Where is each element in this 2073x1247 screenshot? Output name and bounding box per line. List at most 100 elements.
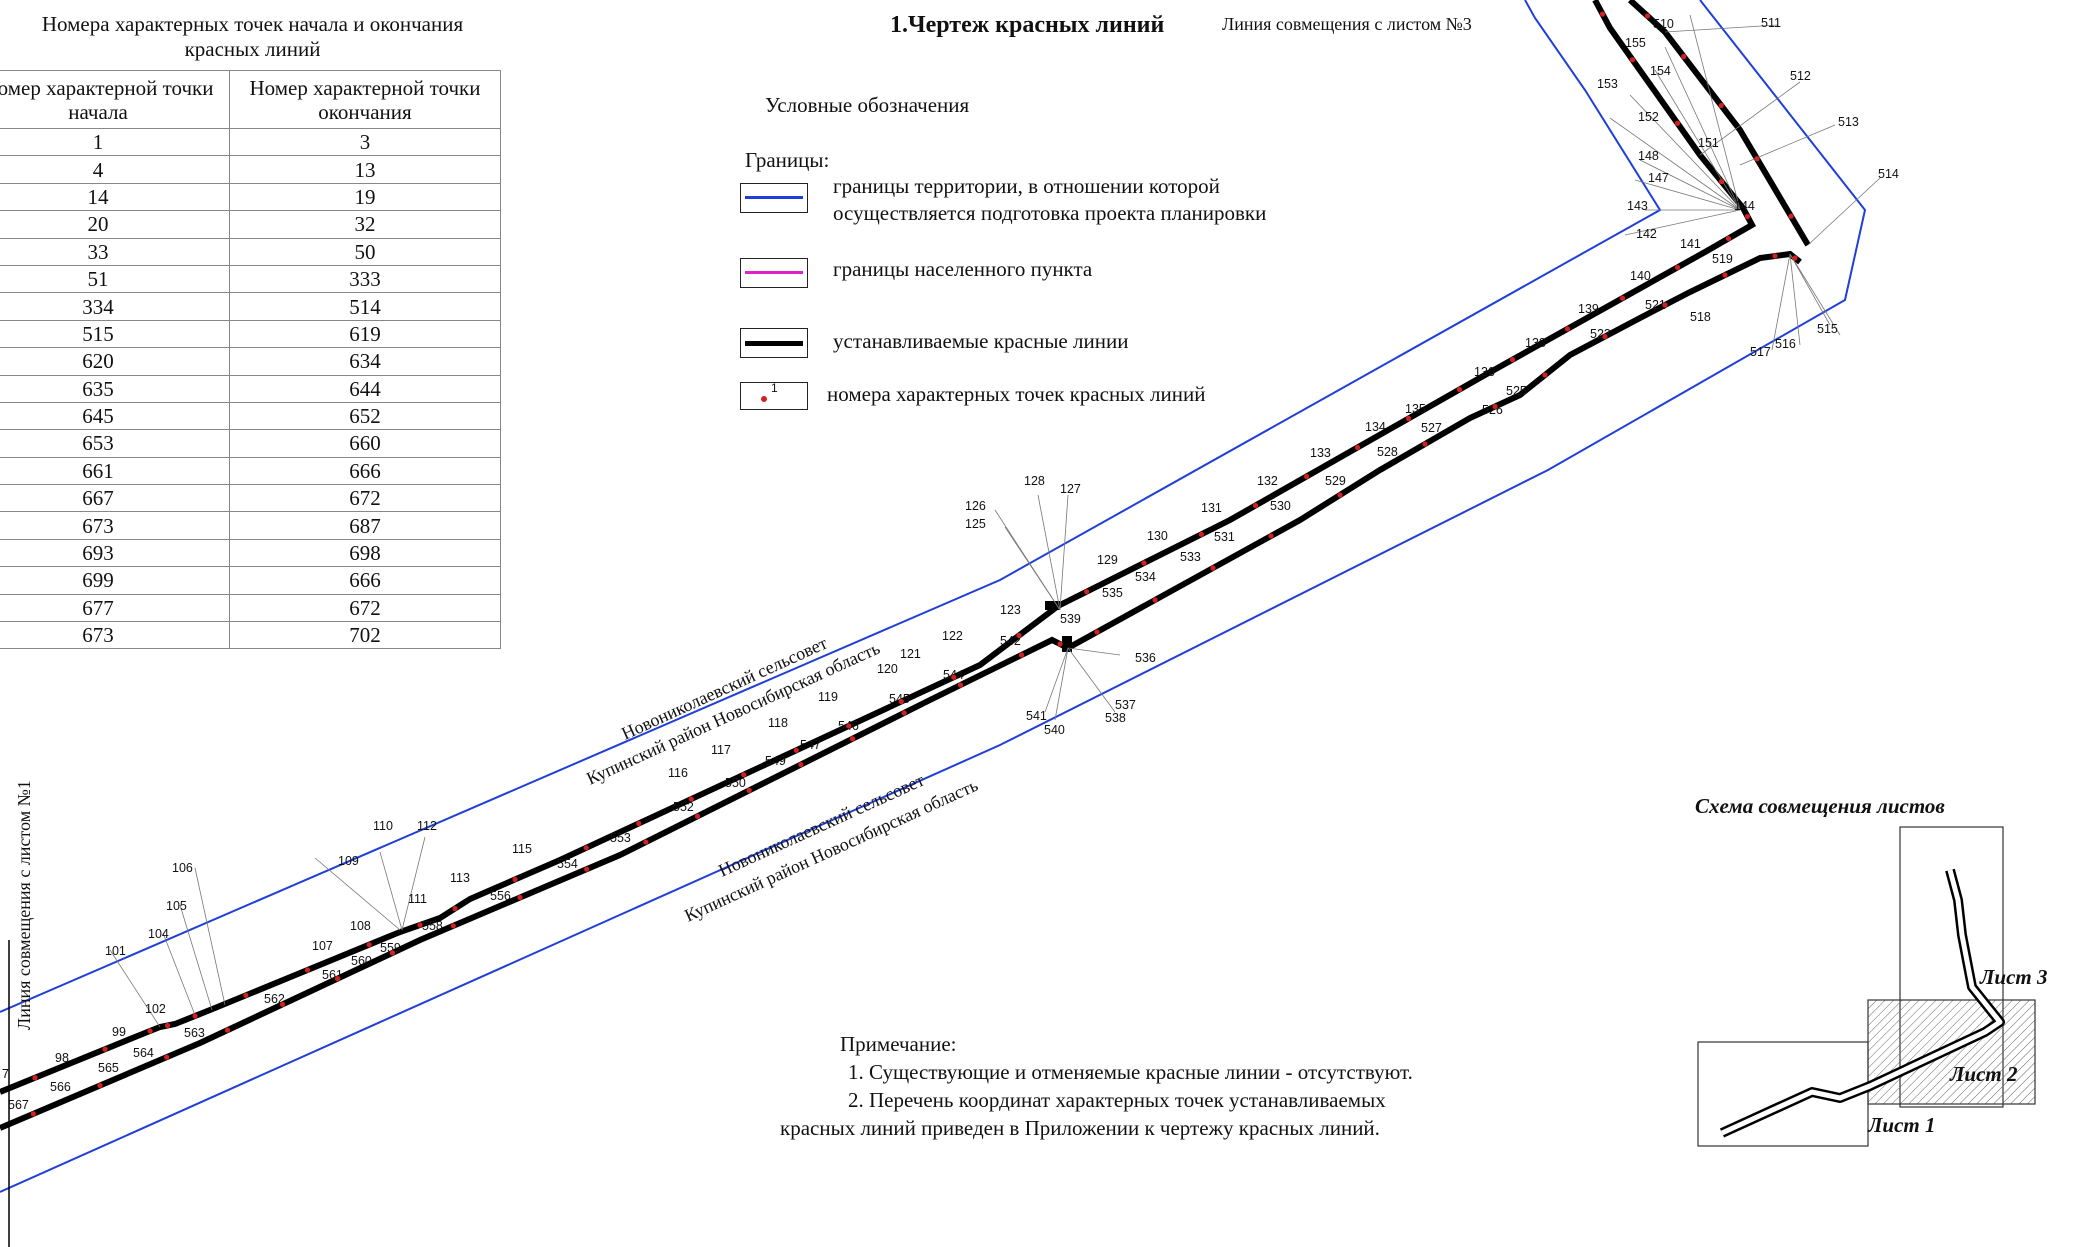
- point-label: 521: [1645, 298, 1666, 312]
- point-marker: [901, 710, 907, 716]
- point-marker: [164, 1054, 170, 1060]
- point-marker: [1542, 372, 1548, 378]
- note-line3: красных линий приведен в Приложении к че…: [780, 1116, 1380, 1140]
- join-line-top-label: Линия совмещения с листом №3: [1222, 14, 1472, 34]
- cell-start: 699: [0, 566, 230, 595]
- point-label: 539: [1060, 612, 1081, 626]
- col-header-end: Номер характерной точки окончания: [229, 70, 501, 129]
- point-label: 550: [725, 776, 746, 790]
- point-marker: [450, 923, 456, 929]
- cell-end: 13: [229, 155, 501, 184]
- point-label: 540: [1044, 723, 1065, 737]
- red-line-notch-lower: [1062, 636, 1072, 652]
- point-label: 112: [417, 819, 437, 833]
- point-label: 102: [145, 1002, 166, 1016]
- table-row: 33 50: [0, 237, 501, 266]
- point-marker-icon: [761, 396, 767, 402]
- cell-start: 645: [0, 401, 230, 431]
- legend-text-settlement: границы населенного пункта: [833, 257, 1093, 281]
- point-marker: [517, 894, 523, 901]
- cell-start: 661: [0, 456, 230, 486]
- cell-start: 653: [0, 429, 230, 458]
- point-marker: [636, 820, 642, 827]
- point-label: 134: [1365, 420, 1386, 434]
- point-label: 140: [1630, 269, 1651, 283]
- point-label: 542: [1000, 634, 1021, 648]
- point-label: 108: [350, 919, 371, 933]
- point-label: 141: [1680, 237, 1701, 251]
- note-title: Примечание:: [840, 1032, 957, 1056]
- table-row: 673 702: [0, 621, 501, 650]
- point-marker: [688, 796, 694, 802]
- point-marker: [1564, 326, 1571, 332]
- point-label: 537: [1115, 698, 1136, 712]
- point-label: 122: [942, 629, 963, 643]
- point-marker: [694, 813, 701, 819]
- point-label: 127: [1060, 482, 1081, 496]
- point-marker: [1094, 629, 1100, 635]
- point-marker: [1016, 632, 1022, 639]
- point-marker: [746, 787, 752, 794]
- point-marker: [583, 845, 589, 851]
- scheme-sheet3-frame: [1899, 826, 2004, 1108]
- point-label: 513: [1838, 115, 1859, 129]
- point-marker: [192, 1013, 198, 1019]
- point-label: 560: [351, 954, 372, 968]
- cell-start: 334: [0, 292, 230, 321]
- point-label: 512: [1790, 69, 1811, 83]
- point-label: 541: [1026, 709, 1047, 723]
- point-marker: [1456, 386, 1463, 393]
- point-label: 105: [166, 899, 187, 913]
- point-label: 115: [512, 842, 532, 856]
- point-marker: [1405, 415, 1412, 422]
- table-row: 334 514: [0, 292, 501, 321]
- red-line-upper: [0, 0, 1757, 1095]
- legend-title: Условные обозначения: [765, 93, 970, 117]
- point-marker: [1084, 589, 1090, 595]
- cell-end: 672: [229, 484, 501, 513]
- point-label: 118: [768, 716, 788, 730]
- cell-start: 14: [0, 182, 230, 212]
- point-label: 111: [408, 892, 427, 906]
- point-marker: [1718, 178, 1725, 185]
- point-label: 144: [1734, 199, 1755, 213]
- col-header-start: Номер характерной точки начала: [0, 70, 230, 129]
- point-label: 545: [889, 692, 910, 706]
- point-marker: [1619, 295, 1626, 301]
- point-label: 121: [900, 647, 921, 661]
- point-label: 147: [1648, 171, 1669, 185]
- point-label: 533: [1180, 550, 1201, 564]
- point-marker: [1152, 597, 1158, 603]
- legend-swatch-territory: [740, 183, 808, 213]
- cell-end: 666: [229, 566, 501, 595]
- point-label: 99: [112, 1025, 126, 1039]
- table-title-line1: Номера характерных точек начала и оконча…: [41, 12, 464, 36]
- point-marker: [1662, 302, 1668, 308]
- point-marker: [30, 1111, 36, 1117]
- cell-start: 51: [0, 264, 230, 294]
- point-marker: [164, 1022, 171, 1029]
- point-label: 527: [1421, 421, 1442, 435]
- point-marker: [279, 1001, 286, 1007]
- point-label: 554: [557, 857, 578, 871]
- point-label: 110: [373, 819, 393, 833]
- scheme-route-inner: [1720, 869, 2003, 1136]
- cell-start: 1: [0, 127, 230, 157]
- point-label: 123: [1000, 603, 1021, 617]
- point-label: 138: [1525, 336, 1546, 350]
- point-label: 154: [1650, 64, 1671, 78]
- point-marker: [846, 723, 852, 729]
- cell-start: 20: [0, 210, 230, 239]
- point-label: 136: [1474, 365, 1495, 379]
- legend-text-territory-line2: осуществляется подготовка проекта планир…: [833, 201, 1267, 225]
- cell-end: 50: [229, 237, 501, 266]
- points-table: Номер характерной точки начала Номер хар…: [0, 70, 501, 650]
- cell-end: 687: [229, 511, 501, 540]
- point-label: 565: [98, 1061, 119, 1075]
- point-marker: [1018, 652, 1025, 658]
- point-label: 526: [1482, 403, 1503, 417]
- point-label: 125: [965, 517, 986, 531]
- point-marker: [1722, 272, 1728, 278]
- point-label: 129: [1097, 553, 1118, 567]
